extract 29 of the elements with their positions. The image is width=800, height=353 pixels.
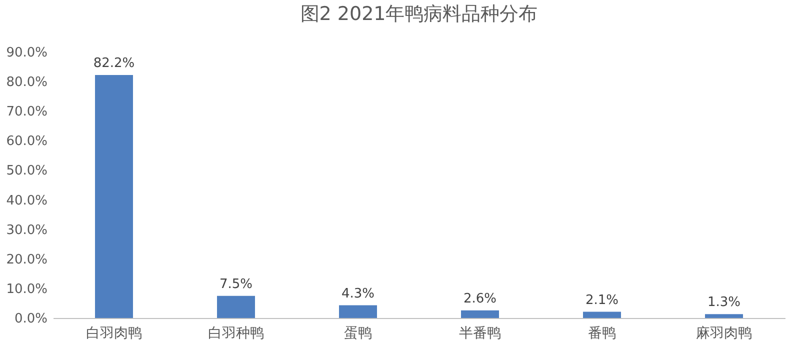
bar [461,310,499,318]
y-tick-label: 10.0% [6,282,48,297]
x-tick-label: 白羽肉鸭 [86,326,142,342]
chart-title: 图2 2021年鸭病料品种分布 [300,3,538,25]
data-label: 7.5% [219,276,253,292]
x-tick-label: 番鸭 [588,326,616,342]
bar [705,314,743,318]
y-tick-label: 30.0% [6,222,48,238]
y-tick-label: 60.0% [6,134,48,150]
bar [217,296,255,318]
data-label: 4.3% [341,286,375,302]
y-tick-label: 80.0% [6,75,48,90]
y-tick-label: 20.0% [6,252,48,268]
data-label: 82.2% [93,56,135,72]
y-tick-label: 50.0% [6,164,48,179]
x-tick-label: 蛋鸭 [344,326,372,342]
data-label: 2.1% [585,292,619,308]
data-label: 2.6% [463,291,497,306]
data-label: 1.3% [707,295,741,310]
bar [583,312,621,318]
bar [339,305,377,318]
y-tick-label: 0.0% [14,312,48,326]
x-tick-label: 白羽种鸭 [208,326,264,342]
x-tick-label: 半番鸭 [459,326,501,342]
x-tick-label: 麻羽肉鸭 [696,326,752,342]
bar [95,75,133,318]
y-tick-label: 70.0% [6,104,48,120]
y-tick-label: 90.0% [6,46,48,60]
y-tick-label: 40.0% [6,193,48,208]
